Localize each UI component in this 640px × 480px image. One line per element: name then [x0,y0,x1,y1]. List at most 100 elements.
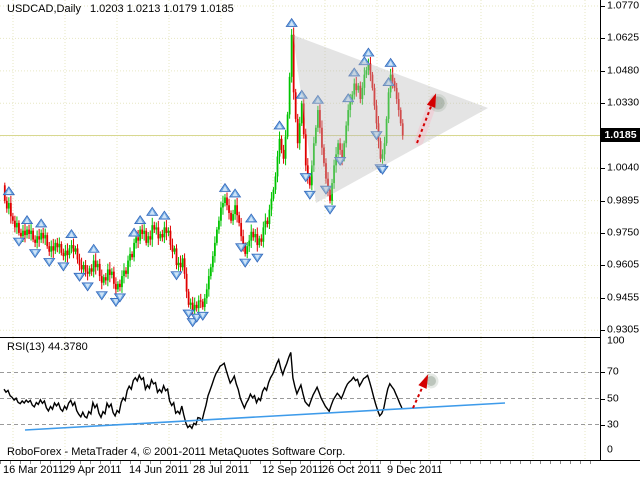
fractal-up-arrow-icon [133,215,147,224]
fractal-up-arrow-icon [65,228,78,238]
fractal-up-arrow-icon [311,94,325,104]
chart-title: USDCAD,Daily 1.0203 1.0213 1.0179 1.0185 [7,3,234,16]
triangle-pattern[interactable] [293,35,488,203]
price-axis-label: 0.9455 [607,291,640,304]
fractal-up-arrow-icon [34,218,48,228]
arrowhead-icon [418,374,429,389]
fractal-down-arrow-icon [376,165,389,175]
trend-projection-arrow[interactable] [414,93,447,146]
price-tick [601,168,605,170]
rsi-axis-label: 0 [607,443,613,456]
fractal-up-arrow-icon [358,56,371,66]
time-scale-ticks [0,461,600,464]
price-axis-label: 1.0040 [607,161,640,174]
rsi-tick [601,372,605,373]
date-label: 12 Sep 2011 [262,464,324,476]
fractal-down-arrow-icon [190,313,203,323]
price-tick [601,38,605,40]
rsi-axis-label: 50 [607,392,619,404]
fractal-down-arrow-icon [323,205,337,215]
date-label: 16 Mar 2011 [3,464,64,476]
fractal-down-arrow-icon [251,253,264,263]
price-axis-label: 0.9750 [607,226,640,239]
trend-projection-arrow[interactable] [412,373,439,409]
fractal-down-arrow-icon [299,173,312,183]
price-tick [601,297,605,299]
price-axis-label: 0.9605 [607,258,640,271]
fractal-up-arrow-icon [295,89,308,99]
fractal-up-arrow-icon [87,243,100,253]
date-label: 14 Jun 2011 [129,464,189,476]
fractal-down-arrow-icon [303,190,316,200]
time-scale[interactable]: 16 Mar 2011 29 Apr 2011 14 Jun 2011 28 Jul … [0,464,640,480]
fractal-down-arrow-icon [333,157,347,166]
footer-separator [0,460,640,461]
rsi-axis-label: 70 [607,365,619,378]
price-tick [601,103,605,105]
fractal-down-arrow-icon [370,131,383,141]
candlestick-series [3,27,404,318]
fractal-down-arrow-icon [28,249,42,259]
price-tick [601,330,605,332]
fractal-up-arrow-icon [2,186,16,196]
price-axis-label: 0.9305 [607,323,640,336]
fractal-up-arrow-icon [342,93,355,103]
current-price-tag: 1.0185 [601,128,640,143]
fractal-up-arrow-icon [285,17,298,27]
rsi-axis-label: 30 [607,418,619,430]
fractal-up-arrow-icon [245,213,258,223]
fractal-up-arrow-icon [20,215,34,224]
fractal-up-arrow-icon [127,227,141,237]
fractal-up-arrow-icon [146,206,159,216]
price-axis-label: 1.0770 [607,0,640,12]
price-scale[interactable]: 1.0770 1.0625 1.0480 1.0330 1.0185 1.0040 0.98… [601,0,640,460]
ohlc-values-label: 1.0203 1.0213 1.0179 1.0185 [89,3,234,15]
price-tick [601,265,605,267]
fractal-up-arrow-icon [384,57,397,67]
fractal-down-arrow-icon [43,258,56,268]
price-axis-label: 1.0480 [607,64,640,77]
price-tick [601,200,605,202]
fractal-down-arrow-icon [239,258,252,268]
fractal-up-arrow-icon [348,67,361,77]
price-tick [601,233,605,234]
price-axis-label: 1.0625 [607,31,640,44]
date-label: 29 Apr 2011 [63,464,122,476]
fractal-down-arrow-icon [12,237,26,247]
fractal-down-arrow-icon [170,271,183,281]
copyright-text: RoboForex - MetaTrader 4, © 2001-2011 Me… [7,446,346,458]
rsi-support-trendline[interactable] [24,402,506,431]
rsi-axis-label: 100 [607,334,625,347]
price-tick [601,6,605,7]
fractal-down-arrow-icon [57,262,70,272]
arrowhead-icon [426,93,437,108]
price-axis-label: 0.9895 [607,194,640,207]
fractal-up-arrow-icon [273,120,286,130]
rsi-tick [601,398,605,400]
rsi-line [3,352,403,430]
rsi-indicator-panel [0,338,601,460]
symbol-period-label: USDCAD,Daily [7,3,81,15]
fractal-down-arrow-icon [81,282,94,292]
main-chart-panel [0,0,601,338]
fractal-down-arrow-icon [95,291,108,301]
main-chart-canvas[interactable] [0,0,600,337]
rsi-indicator-label: RSI(13) 44.3780 [7,341,88,353]
fractal-down-arrow-icon [234,243,248,253]
date-label: 28 Jul 2011 [193,464,250,476]
fractals-indicator [2,17,397,328]
price-axis-label: 1.0330 [607,96,640,109]
rsi-tick [601,424,605,426]
fractal-down-arrow-icon [196,311,209,321]
fractal-up-arrow-icon [362,47,375,57]
date-label: 26 Oct 2011 [322,464,382,476]
fractal-up-arrow-icon [218,182,232,192]
fractal-up-arrow-icon [382,77,395,86]
fractal-up-arrow-icon [228,188,242,198]
price-tick [601,70,605,72]
fractal-down-arrow-icon [319,185,333,195]
rsi-chart-canvas[interactable] [0,338,600,460]
fractal-down-arrow-icon [73,272,86,282]
date-label: 9 Dec 2011 [387,464,443,476]
